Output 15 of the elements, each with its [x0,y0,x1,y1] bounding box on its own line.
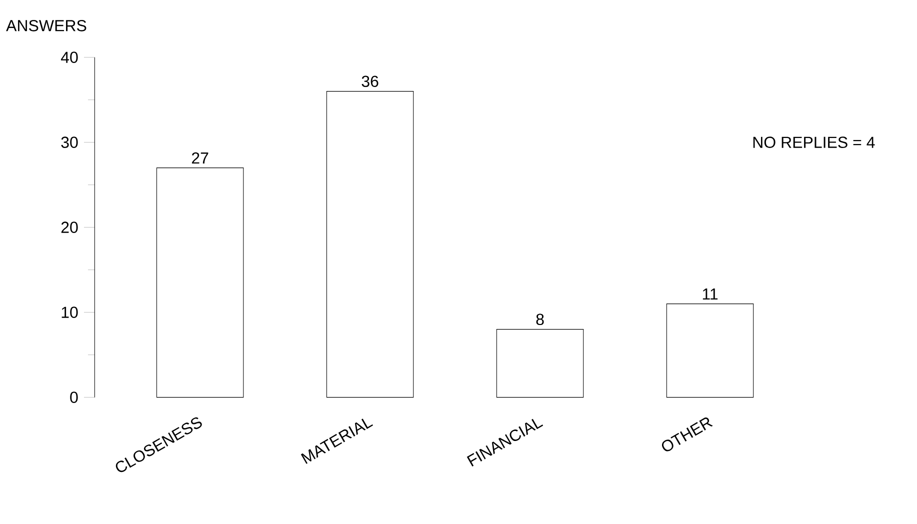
y-tick-label: 0 [70,392,78,403]
annotation: NO REPLIES = 4 [753,136,875,148]
data-label: 36 [362,76,378,88]
y-tick-label: 30 [61,136,78,148]
data-label: 27 [192,152,208,164]
y-axis-title: ANSWERS [6,20,86,32]
y-tick-label: 10 [62,306,78,318]
bar [326,91,414,398]
y-tick-label: 20 [61,222,78,233]
bar [666,304,754,398]
y-tick-label: 40 [60,52,78,63]
bar [156,168,244,398]
bar [496,329,584,398]
data-label: 8 [536,314,544,326]
data-label: 11 [702,288,718,300]
